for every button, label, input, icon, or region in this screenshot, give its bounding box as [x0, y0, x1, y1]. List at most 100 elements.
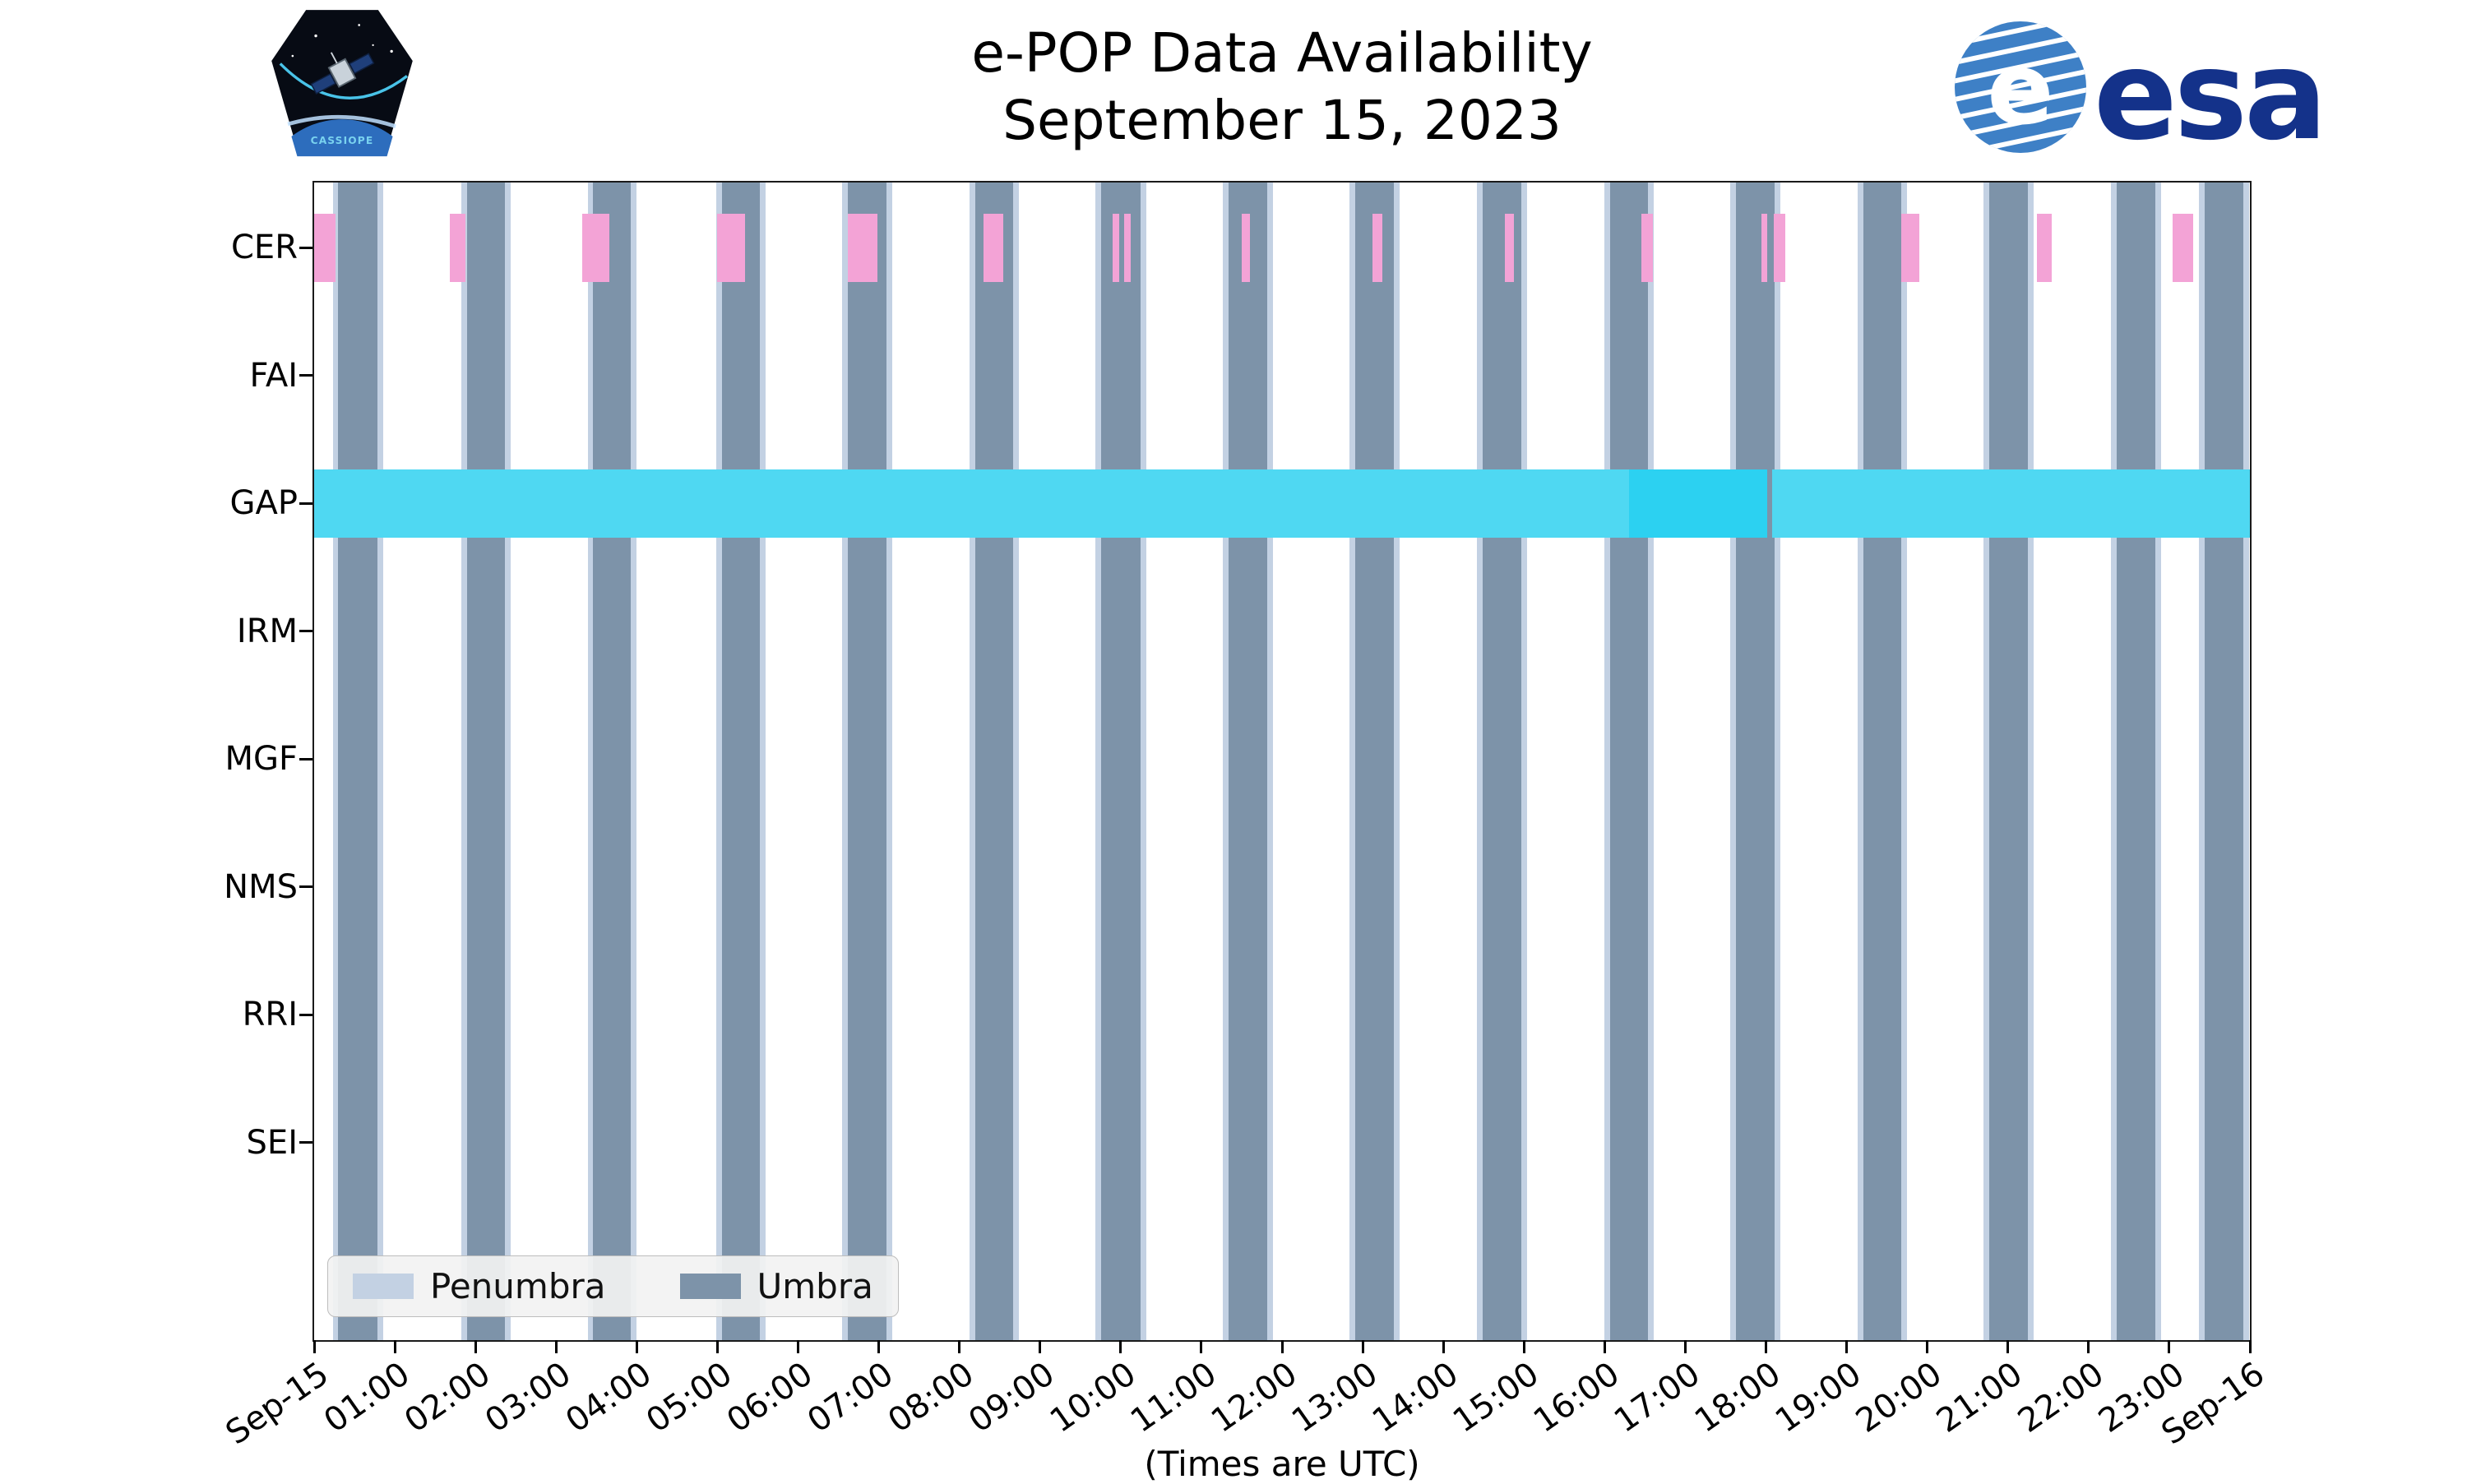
umbra-band — [1229, 183, 1268, 1340]
x-tick-mark — [958, 1340, 961, 1353]
x-tick-mark — [2168, 1340, 2171, 1353]
umbra-band — [1483, 183, 1522, 1340]
x-axis-caption: (Times are UTC) — [1144, 1444, 1420, 1484]
x-tick-label: 17:00 — [1607, 1355, 1707, 1440]
cer-data-bar — [1241, 213, 1250, 282]
y-axis-label-irm: IRM — [236, 612, 298, 650]
cer-data-bar — [848, 213, 877, 282]
esa-logo: e esa — [1955, 21, 2326, 160]
legend-swatch-penumbra — [353, 1274, 414, 1299]
x-tick-mark — [797, 1340, 799, 1353]
umbra-band — [2205, 183, 2244, 1340]
x-tick-label: 13:00 — [1284, 1355, 1385, 1440]
patch-orbit-swoosh — [279, 62, 408, 99]
x-tick-label: 19:00 — [1769, 1355, 1868, 1440]
x-tick-label: 16:00 — [1526, 1355, 1627, 1440]
chart-subtitle: September 15, 2023 — [1002, 89, 1562, 152]
umbra-band — [2117, 183, 2156, 1340]
y-tick-mark — [299, 1013, 312, 1016]
legend-entry-umbra: Umbra — [679, 1266, 873, 1306]
x-tick-label: 14:00 — [1365, 1355, 1465, 1440]
cer-data-bar — [717, 213, 745, 282]
chart-title: e-POP Data Availability — [971, 21, 1593, 85]
cer-data-bar — [581, 213, 609, 282]
x-tick-mark — [1361, 1340, 1364, 1353]
cer-data-bar — [314, 213, 336, 282]
cer-data-bar — [1641, 213, 1654, 282]
x-tick-label: 21:00 — [1930, 1355, 2030, 1440]
x-tick-mark — [1926, 1340, 1929, 1353]
cer-data-bar — [1113, 213, 1119, 282]
umbra-band — [1355, 183, 1395, 1340]
x-tick-mark — [2087, 1340, 2090, 1353]
x-tick-mark — [2248, 1340, 2252, 1353]
legend: Penumbra Umbra — [327, 1255, 899, 1317]
x-tick-mark — [312, 1340, 316, 1353]
chart-title-block: e-POP Data Availability September 15, 20… — [312, 20, 2252, 155]
x-tick-mark — [2006, 1340, 2010, 1353]
x-tick-mark — [635, 1340, 638, 1353]
umbra-band — [1101, 183, 1141, 1340]
x-tick-mark — [1683, 1340, 1687, 1353]
y-axis-label-mgf: MGF — [224, 740, 298, 779]
x-tick-mark — [393, 1340, 396, 1353]
esa-wordmark: esa — [2094, 25, 2324, 160]
legend-entry-penumbra: Penumbra — [353, 1266, 606, 1306]
x-tick-mark — [554, 1340, 558, 1353]
umbra-band — [593, 183, 632, 1340]
x-tick-label: 04:00 — [558, 1355, 659, 1440]
y-tick-mark — [299, 502, 312, 505]
x-tick-label: 10:00 — [1043, 1355, 1143, 1440]
x-tick-label: 06:00 — [720, 1355, 820, 1440]
cer-data-bar — [1774, 213, 1786, 282]
x-tick-label: 12:00 — [1204, 1355, 1304, 1440]
cer-data-bar — [2037, 213, 2052, 282]
umbra-band — [1736, 183, 1775, 1340]
x-tick-label: 18:00 — [1688, 1355, 1788, 1440]
x-tick-mark — [1765, 1340, 1767, 1353]
umbra-band — [338, 183, 378, 1340]
umbra-band — [975, 183, 1014, 1340]
y-axis-label-nms: NMS — [224, 867, 298, 906]
y-tick-mark — [299, 885, 312, 889]
x-tick-mark — [1442, 1340, 1445, 1353]
x-tick-mark — [1522, 1340, 1525, 1353]
umbra-band — [722, 183, 761, 1340]
x-tick-mark — [474, 1340, 477, 1353]
x-tick-label: 02:00 — [397, 1355, 498, 1440]
x-tick-mark — [1039, 1340, 1042, 1353]
x-tick-mark — [1280, 1340, 1284, 1353]
y-axis-label-sei: SEI — [246, 1123, 298, 1162]
legend-label-penumbra: Penumbra — [430, 1266, 606, 1306]
patch-satellite — [310, 52, 375, 95]
x-tick-label: 15:00 — [1446, 1355, 1546, 1440]
x-tick-mark — [1119, 1340, 1122, 1353]
x-tick-label: 20:00 — [1849, 1355, 1950, 1440]
plot-area: Penumbra Umbra CER FAI GAP IRM MGF NMS RRI SEI S… — [220, 181, 2271, 1452]
x-tick-mark — [1603, 1340, 1606, 1353]
x-tick-label: 11:00 — [1123, 1355, 1224, 1440]
y-tick-mark — [299, 1141, 312, 1144]
x-tick-label: 01:00 — [317, 1355, 417, 1440]
gap-data-bar — [1772, 469, 2250, 538]
gap-data-bar — [314, 469, 1629, 538]
y-axis-label-gap: GAP — [229, 484, 298, 523]
gap-data-bar — [1628, 469, 1768, 538]
x-tick-mark — [877, 1340, 881, 1353]
umbra-band — [848, 183, 887, 1340]
y-axis-label-fai: FAI — [249, 356, 299, 395]
x-tick-mark — [1200, 1340, 1203, 1353]
umbra-band — [1863, 183, 1902, 1340]
cer-data-bar — [984, 213, 1003, 282]
legend-swatch-umbra — [679, 1274, 741, 1299]
y-tick-mark — [299, 374, 312, 377]
y-tick-mark — [299, 757, 312, 760]
cer-data-bar — [1761, 213, 1768, 282]
x-tick-label: 03:00 — [478, 1355, 578, 1440]
cer-data-bar — [2172, 213, 2194, 282]
y-axis-label-cer: CER — [231, 229, 298, 267]
y-tick-mark — [299, 246, 312, 249]
cer-data-bar — [449, 213, 466, 282]
cassiope-mission-patch: CASSIOPE — [267, 6, 417, 159]
